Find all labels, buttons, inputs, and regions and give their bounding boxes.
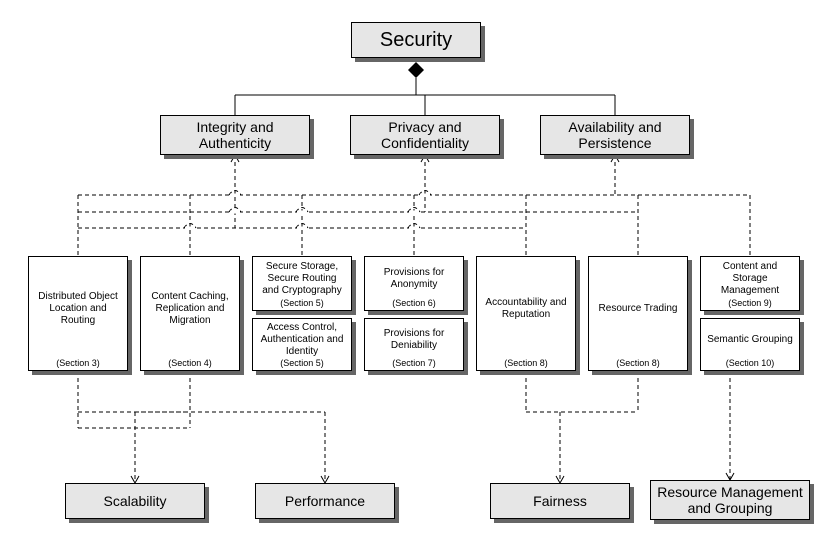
privacy-box: Privacy and Confidentiality (350, 115, 500, 155)
performance-box: Performance (255, 483, 395, 519)
anonymity-label: Provisions for Anonymity (371, 267, 457, 291)
deniability-box: Provisions for Deniability (Section 7) (364, 318, 464, 371)
res_mgmt-label: Resource Management and Grouping (657, 484, 803, 516)
availability-box: Availability and Persistence (540, 115, 690, 155)
scalability-box: Scalability (65, 483, 205, 519)
fairness-box: Fairness (490, 483, 630, 519)
dist_obj-section: (Section 3) (29, 358, 127, 368)
root-label: Security (380, 29, 452, 52)
secure_storage-label: Secure Storage, Secure Routing and Crypt… (259, 261, 345, 297)
caching-box: Content Caching, Replication and Migrati… (140, 256, 240, 371)
accountability-box: Accountability and Reputation (Section 8) (476, 256, 576, 371)
performance-label: Performance (285, 493, 365, 509)
deniability-label: Provisions for Deniability (371, 328, 457, 352)
anonymity-section: (Section 6) (365, 298, 463, 308)
semantic-section: (Section 10) (701, 358, 799, 368)
dist_obj-label: Distributed Object Location and Routing (35, 291, 121, 327)
content_mgmt-label: Content and Storage Management (707, 261, 793, 297)
anonymity-box: Provisions for Anonymity (Section 6) (364, 256, 464, 311)
secure_storage-box: Secure Storage, Secure Routing and Crypt… (252, 256, 352, 311)
secure_storage-section: (Section 5) (253, 298, 351, 308)
scalability-label: Scalability (103, 493, 166, 509)
content_mgmt-box: Content and Storage Management(Section 9… (700, 256, 800, 311)
dist_obj-box: Distributed Object Location and Routing (… (28, 256, 128, 371)
resource_trading-label: Resource Trading (599, 303, 678, 315)
availability-label: Availability and Persistence (547, 119, 683, 151)
semantic-box: Semantic Grouping (Section 10) (700, 318, 800, 371)
deniability-section: (Section 7) (365, 358, 463, 368)
access_ctrl-label: Access Control, Authentication and Ident… (259, 322, 345, 358)
caching-section: (Section 4) (141, 358, 239, 368)
semantic-label: Semantic Grouping (707, 334, 793, 346)
res_mgmt-box: Resource Management and Grouping (650, 480, 810, 520)
accountability-label: Accountability and Reputation (483, 297, 569, 321)
access_ctrl-section: (Section 5) (253, 358, 351, 368)
resource_trading-section: (Section 8) (589, 358, 687, 368)
privacy-label: Privacy and Confidentiality (357, 119, 493, 151)
integrity-box: Integrity and Authenticity (160, 115, 310, 155)
content_mgmt-section: (Section 9) (701, 298, 799, 308)
integrity-label: Integrity and Authenticity (167, 119, 303, 151)
root-box: Security (351, 22, 481, 58)
accountability-section: (Section 8) (477, 358, 575, 368)
access_ctrl-box: Access Control, Authentication and Ident… (252, 318, 352, 371)
fairness-label: Fairness (533, 493, 587, 509)
caching-label: Content Caching, Replication and Migrati… (147, 291, 233, 327)
resource_trading-box: Resource Trading (Section 8) (588, 256, 688, 371)
